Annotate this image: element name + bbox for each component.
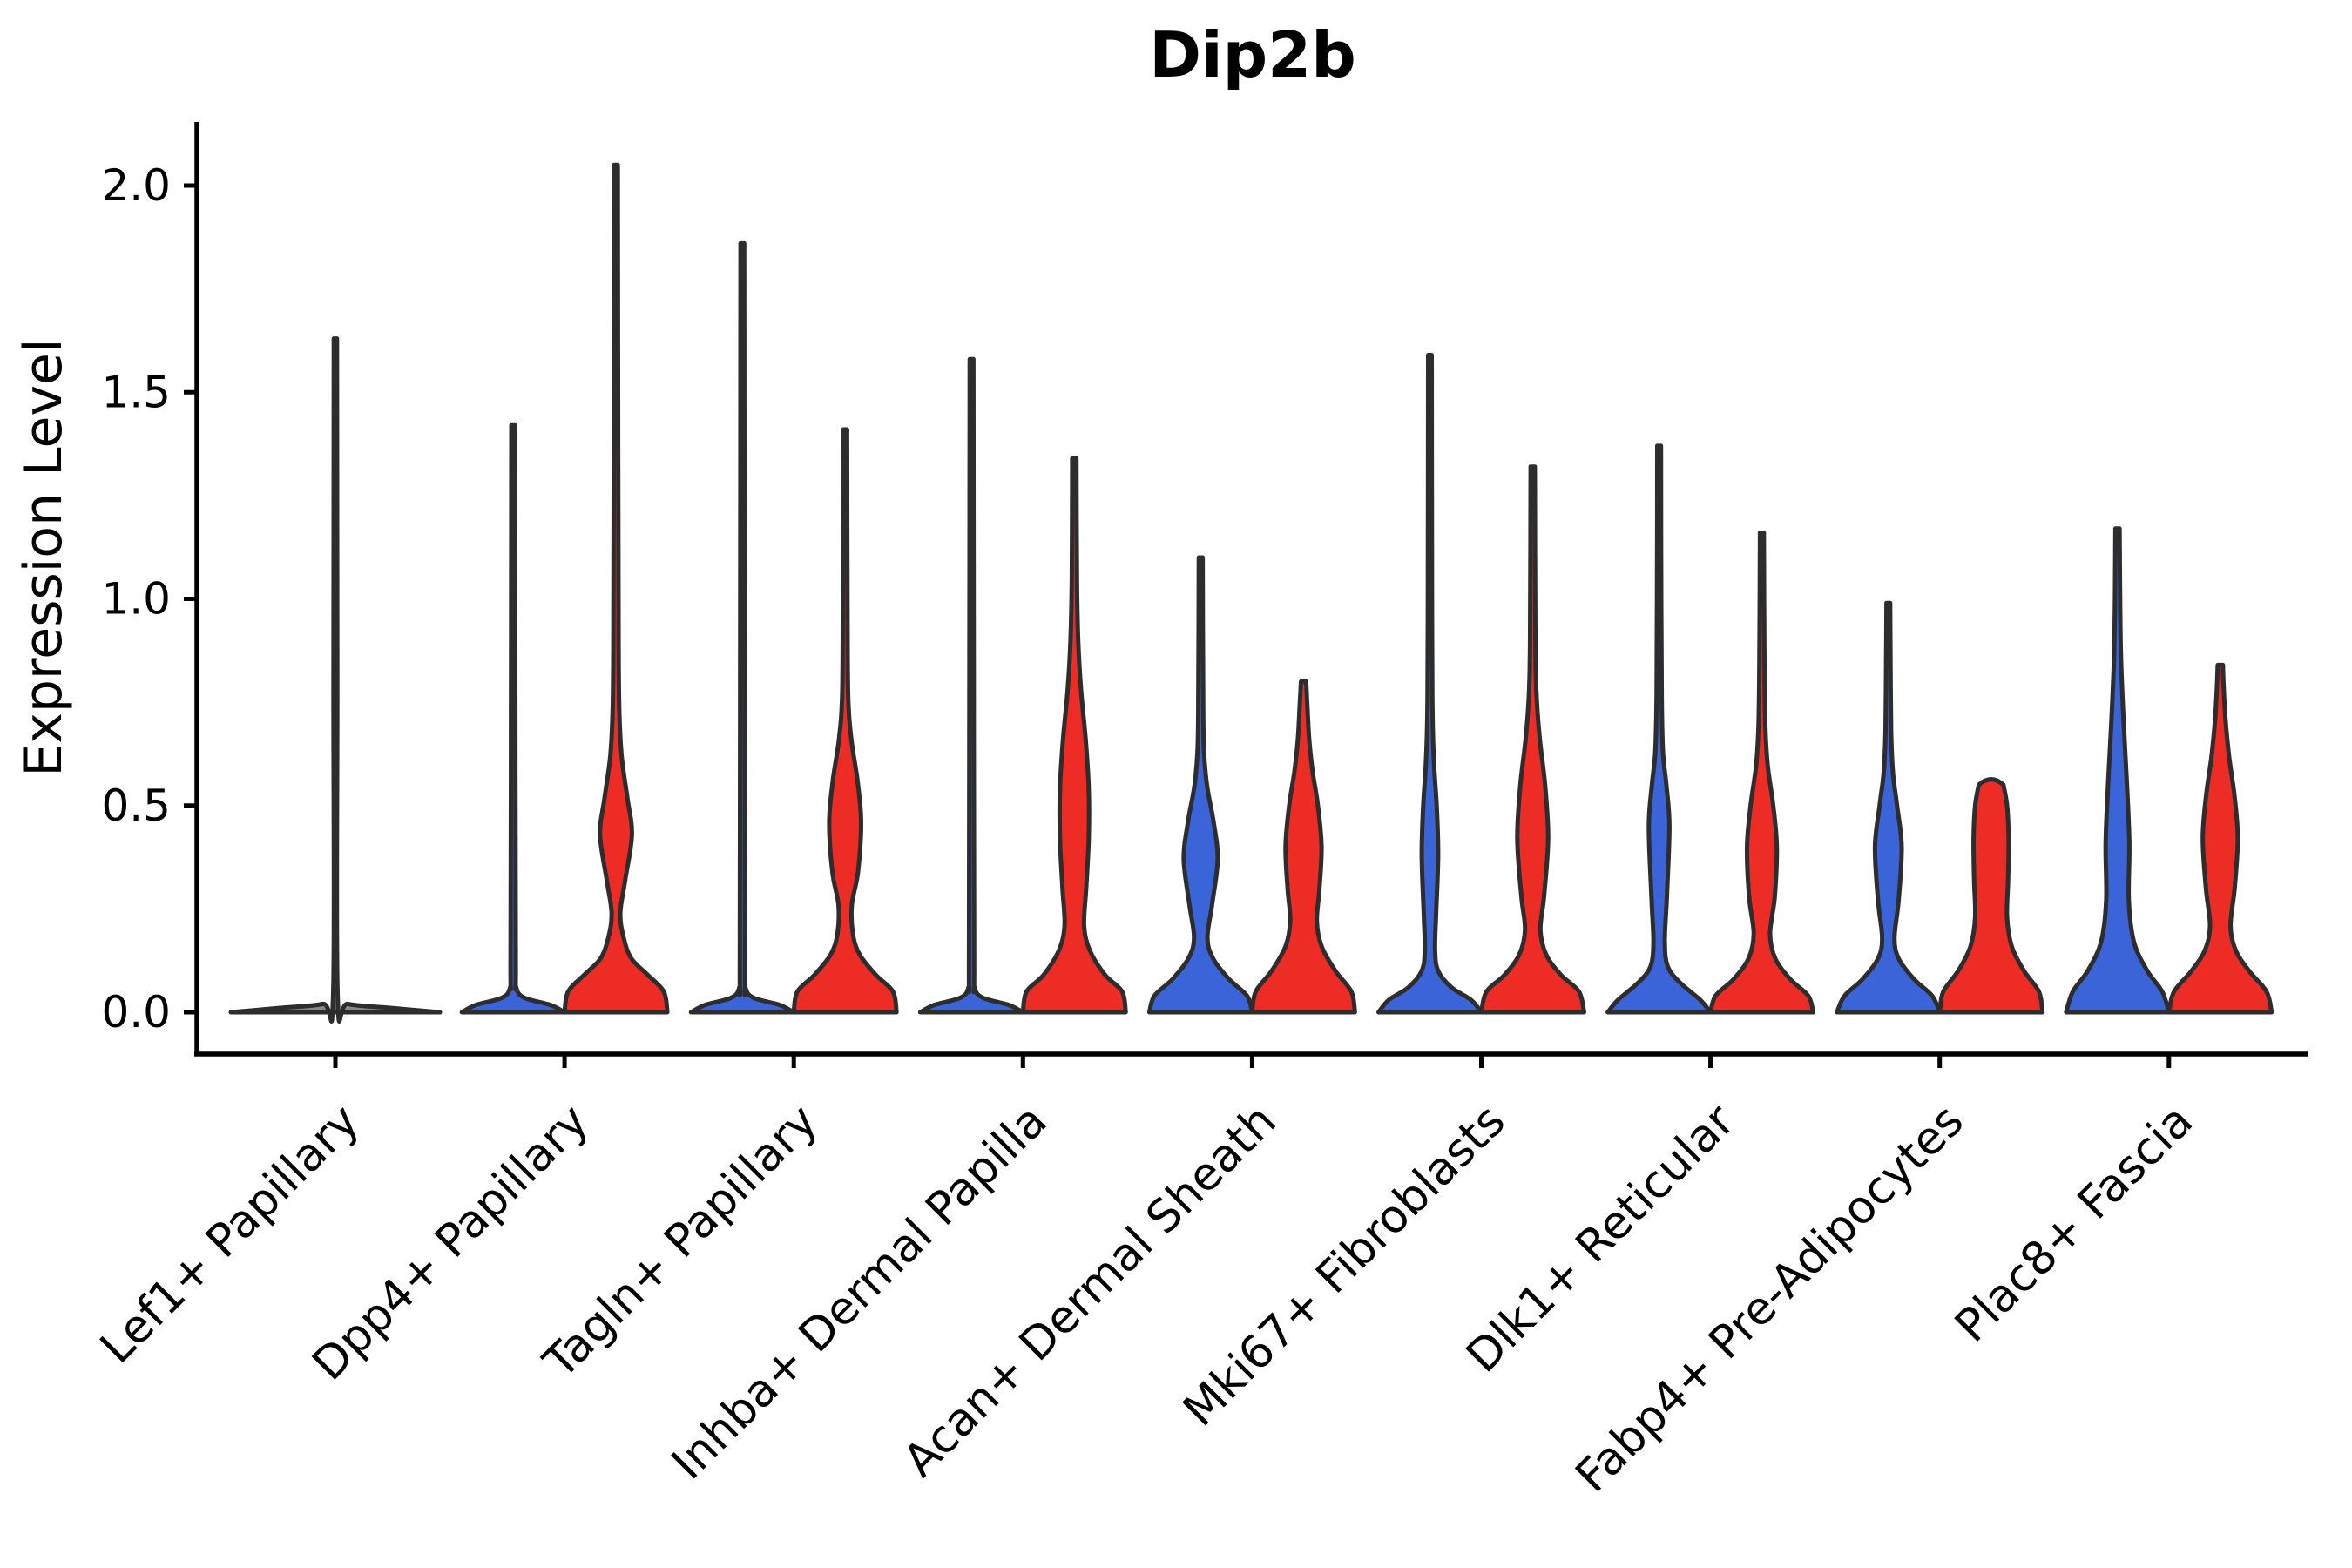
violin-inhba-dermal-papilla-red bbox=[1020, 456, 1128, 1015]
violin-fabp4-pre-adipocytes-blue bbox=[1835, 600, 1943, 1015]
violin-plac8-fascia-blue bbox=[2064, 526, 2172, 1015]
violin-dpp4-papillary-blue bbox=[459, 422, 567, 1015]
violin-inhba-dermal-papilla-blue bbox=[917, 356, 1025, 1015]
violin-acan-dermal-sheath-red bbox=[1249, 679, 1357, 1015]
violin-tagln-papillary-blue bbox=[688, 240, 796, 1015]
axes-layer bbox=[184, 122, 2308, 1068]
violin-plac8-fascia-red bbox=[2166, 662, 2274, 1015]
violin-acan-dermal-sheath-blue bbox=[1146, 555, 1254, 1015]
y-tick-label: 0.5 bbox=[101, 781, 171, 831]
y-tick-label: 2.0 bbox=[101, 160, 171, 211]
y-tick-label: 0.0 bbox=[101, 987, 171, 1037]
chart-title: Dip2b bbox=[1149, 18, 1356, 91]
violin-dlk1-reticular-red bbox=[1708, 531, 1816, 1015]
violin-tagln-papillary-red bbox=[791, 427, 899, 1015]
y-axis-label: Expression Level bbox=[13, 338, 74, 776]
violin-fabp4-pre-adipocytes-red bbox=[1937, 777, 2045, 1015]
y-tick-label: 1.0 bbox=[101, 574, 171, 625]
y-tick-labels: 0.0 0.5 1.0 1.5 2.0 bbox=[101, 160, 171, 1037]
violins-layer bbox=[228, 162, 2274, 1024]
violin-mki67-fibroblasts-blue bbox=[1376, 353, 1484, 1015]
y-tick-label: 1.5 bbox=[101, 367, 171, 417]
violin-mki67-fibroblasts-red bbox=[1479, 464, 1586, 1015]
violin-dpp4-papillary-red bbox=[562, 162, 670, 1015]
violin-dlk1-reticular-blue bbox=[1605, 443, 1713, 1015]
violin-lef1-papillary-single bbox=[228, 336, 443, 1024]
